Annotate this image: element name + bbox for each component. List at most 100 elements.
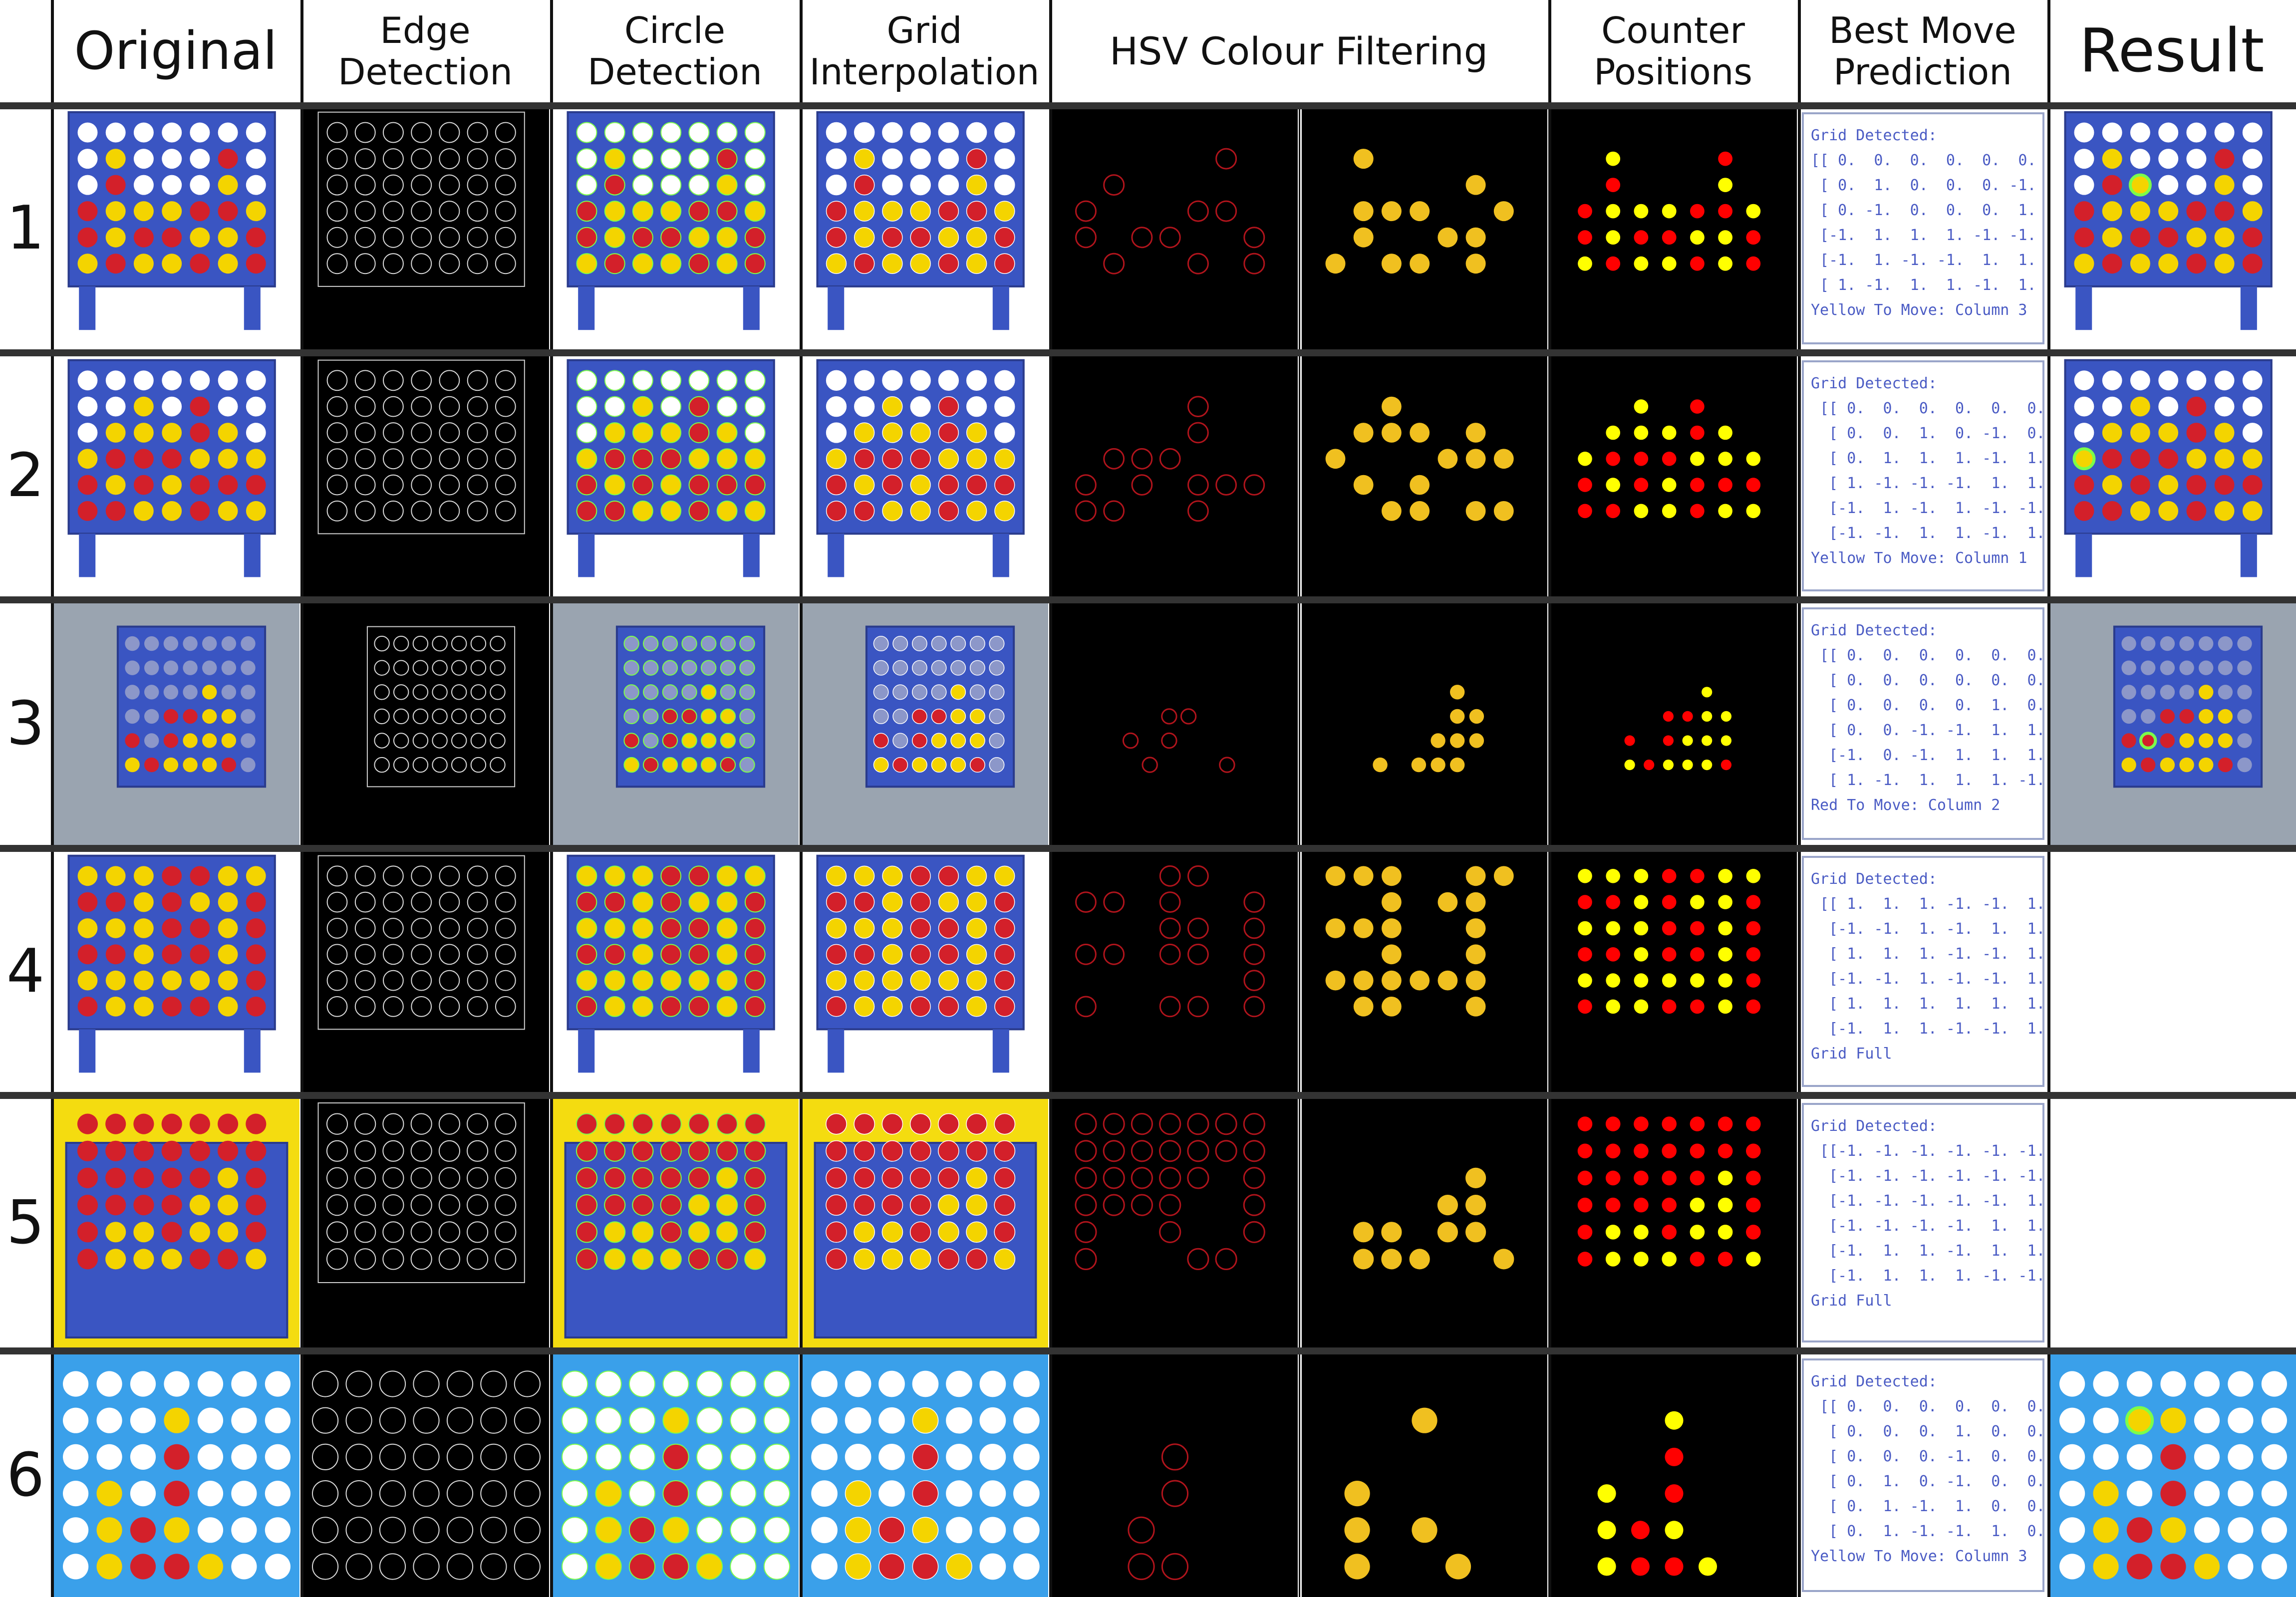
board-cell [2130, 122, 2150, 143]
board-cell [1634, 1170, 1649, 1186]
board-cell [218, 944, 238, 965]
board-cell [130, 1407, 156, 1433]
board-cell [854, 227, 875, 248]
circle-detection-image [553, 1353, 799, 1597]
board-cell [2228, 1407, 2254, 1433]
board-cell [125, 660, 140, 675]
board-cell [241, 733, 256, 748]
board-cell [1215, 1248, 1237, 1270]
board-cell [1597, 1557, 1616, 1576]
circle-detection-image [553, 602, 799, 845]
board-cell [2214, 201, 2235, 222]
prediction-line: Grid Detected: [1811, 375, 1937, 392]
board-cell [411, 122, 432, 143]
board-cell [938, 253, 959, 274]
board-cell [910, 253, 931, 274]
board-cell [1624, 735, 1635, 746]
board-cell [163, 733, 179, 748]
prediction-line: Yellow To Move: Column 3 [1811, 301, 2027, 319]
board-cell [2186, 423, 2207, 443]
board-cell [1662, 1252, 1677, 1267]
board-cell [576, 970, 597, 991]
board-cell [1131, 1194, 1153, 1216]
board-cell [2141, 757, 2156, 773]
board-cell [660, 148, 682, 170]
board-cell [2261, 1371, 2287, 1397]
board-cell [1578, 452, 1592, 466]
board-cell [77, 122, 98, 143]
board-cell [688, 1167, 710, 1189]
board-cell [105, 149, 126, 169]
board-cell [218, 1249, 239, 1270]
board-cell [130, 1517, 156, 1543]
board-cell [354, 422, 376, 443]
board-cell [354, 944, 376, 965]
row-divider [0, 1092, 2296, 1099]
board-cell [2102, 423, 2122, 443]
board-cell [379, 1407, 406, 1434]
board-cell [662, 1553, 689, 1580]
board-cell [161, 1249, 182, 1270]
board-cell [1103, 1194, 1125, 1216]
board-cell [604, 253, 625, 274]
board-cell [662, 757, 678, 773]
board-cell [439, 370, 460, 391]
board-cell [495, 1167, 517, 1189]
board-cell [701, 708, 717, 725]
hsv-yellow-mask [1302, 1353, 1547, 1597]
board-cell [1382, 501, 1402, 521]
board-cell [2130, 475, 2150, 495]
board-cell [1353, 866, 1374, 886]
board-cell [826, 996, 847, 1017]
board-cell [190, 149, 210, 169]
board-cell [221, 685, 237, 700]
board-cell [1013, 1407, 1040, 1434]
board-cell [514, 1480, 541, 1507]
board-cell [632, 891, 653, 913]
best-move-prediction-text: Grid Detected: [[ 0. 0. 0. 0. 0. 0. 0.] … [1802, 1358, 2044, 1592]
board-cell [660, 474, 682, 496]
board-cell [1605, 1252, 1621, 1267]
counter-positions-image [1551, 602, 1797, 845]
header-result-text: Result [2079, 16, 2265, 86]
board-cell [688, 1194, 710, 1216]
board-cell [911, 660, 927, 676]
board-cell [882, 996, 903, 1017]
board-cell [1159, 227, 1181, 249]
board-cell [495, 891, 516, 913]
board-cell [189, 1113, 210, 1134]
board-cell [133, 1249, 154, 1270]
board-cell [1578, 921, 1592, 936]
hsv-red-mask [1052, 1098, 1298, 1347]
board-cell [1605, 1197, 1621, 1213]
board-cell [202, 709, 217, 724]
board-cell [2158, 370, 2179, 391]
board-cell [561, 1553, 588, 1580]
board-cell [412, 660, 429, 676]
board-cell [1187, 422, 1209, 444]
board-cell [2158, 475, 2179, 495]
board-cell [2179, 733, 2194, 748]
board-cell [576, 122, 597, 143]
board-cell [2199, 685, 2214, 700]
board-cell [1159, 1112, 1181, 1135]
board-cell [910, 448, 931, 469]
board-cell [994, 422, 1015, 443]
board-cell [910, 865, 931, 886]
board-cell [1718, 999, 1732, 1014]
hsv-yellow-mask-background [1302, 1353, 1547, 1597]
board-cell [382, 1140, 404, 1162]
grid-interpolation-image [803, 1098, 1048, 1347]
board-cell [1718, 178, 1732, 192]
board-cell [1243, 1167, 1265, 1189]
board-cell [354, 448, 376, 470]
board-cell [411, 370, 432, 391]
board-cell [1381, 201, 1402, 222]
board-cell [660, 1248, 682, 1270]
board-cell [2093, 1481, 2119, 1507]
board-cell [938, 1221, 959, 1243]
board-cell [910, 944, 931, 965]
board-cell [439, 448, 460, 470]
board-cell [2160, 685, 2175, 700]
board-cell [2237, 733, 2252, 748]
